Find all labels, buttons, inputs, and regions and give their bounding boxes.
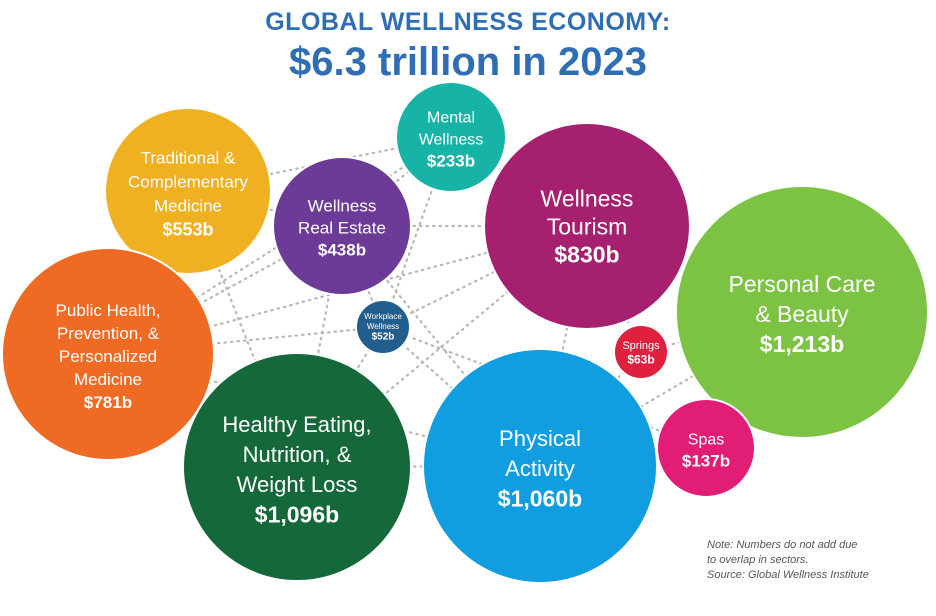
bubble-name-line: Medicine — [154, 196, 222, 215]
bubble-wellness-real-estate: Wellness Real Estate $438b — [272, 156, 412, 296]
bubble-name-line: Real Estate — [298, 218, 386, 237]
bubble-name-line: Personal Care — [728, 271, 875, 297]
bubble-healthy-eating-nutrition-weight-loss: Healthy Eating, Nutrition, & Weight Loss $1… — [182, 352, 412, 582]
bubble-name-line: Wellness — [419, 131, 484, 148]
bubble-value-label: $830b — [554, 242, 619, 268]
bubble-name-line: Tourism — [547, 214, 628, 240]
bubble-value-label: $63b — [627, 352, 654, 366]
bubble-name-line: Healthy Eating, — [222, 412, 371, 437]
bubble-value-label: $1,060b — [498, 485, 582, 511]
bubble-name-line: Physical — [499, 426, 581, 451]
connector-line — [381, 325, 708, 450]
bubble-value-label: $1,213b — [760, 331, 844, 357]
bubble-name-line: Spas — [688, 431, 724, 448]
bubble-value-label: $1,096b — [255, 501, 339, 527]
bubble-name-line: Wellness — [541, 186, 634, 212]
bubble-value-label: $137b — [682, 452, 730, 471]
bubble-springs: Springs$63b — [613, 324, 669, 380]
bubble-name-line: Wellness — [308, 196, 377, 215]
bubble-name-line: Springs — [622, 340, 660, 352]
bubble-spas: Spas $137b — [656, 398, 756, 498]
bubble-name-line: & Beauty — [755, 301, 849, 327]
bubble-name-line: Personalized — [59, 347, 157, 366]
bubble-value-label: $438b — [318, 240, 366, 259]
bubble-name-line: Public Health, — [56, 301, 161, 320]
note-line-1: Note: Numbers do not add due — [707, 539, 858, 551]
bubble-circle-workplace-wellness — [355, 299, 411, 355]
bubble-name-line: Mental — [427, 109, 475, 126]
bubble-name-line: Prevention, & — [57, 324, 160, 343]
bubble-circle-physical-activity — [422, 348, 658, 584]
bubble-name-line: Nutrition, & — [243, 442, 352, 467]
bubble-value-label: $781b — [84, 393, 132, 412]
bubble-physical-activity: Physical Activity $1,060b — [422, 348, 658, 584]
bubble-name-line: Traditional & — [141, 148, 236, 167]
bubble-traditional-complementary-medicine: Traditional & Complementary Medicine $553b — [104, 107, 272, 275]
bubble-circle-healthy-eating-nutrition-weight-loss — [182, 352, 412, 582]
bubble-name-line: Weight Loss — [237, 472, 358, 497]
bubble-mental-wellness: Mental Wellness $233b — [395, 81, 507, 193]
bubble-name-line: Workplace — [364, 312, 402, 321]
bubble-circle-spas — [656, 398, 756, 498]
bubble-value-label: $52b — [372, 332, 395, 343]
bubble-name-line: Activity — [505, 456, 575, 481]
chart-note: Note: Numbers do not add due to overlap … — [707, 538, 927, 583]
bubble-name-line: Wellness — [367, 322, 399, 331]
note-source: Source: Global Wellness Institute — [707, 569, 869, 581]
note-line-2: to overlap in sectors. — [707, 554, 809, 566]
bubble-circle-wellness-real-estate — [272, 156, 412, 296]
bubble-circle-traditional-complementary-medicine — [104, 107, 272, 275]
bubble-circle-wellness-tourism — [483, 122, 691, 330]
bubble-value-label: $553b — [162, 220, 213, 240]
chart-title-line2: $6.3 trillion in 2023 — [289, 40, 647, 84]
bubble-circle-springs — [613, 324, 669, 380]
bubble-group: Traditional & Complementary Medicine $553b W… — [1, 81, 929, 584]
chart-title-line1: GLOBAL WELLNESS ECONOMY: — [265, 8, 671, 36]
bubble-public-health-prevention-personalized-medicine: Public Health, Prevention, & Personalized M… — [1, 247, 215, 461]
bubble-circle-mental-wellness — [395, 81, 507, 193]
bubble-value-label: $233b — [427, 152, 475, 171]
bubble-name-line: Medicine — [74, 370, 142, 389]
bubble-circle-public-health-prevention-personalized-medicine — [1, 247, 215, 461]
bubble-name-line: Complementary — [128, 172, 248, 191]
bubble-circle-personal-care-beauty — [675, 185, 929, 439]
bubble-personal-care-beauty: Personal Care & Beauty $1,213b — [675, 185, 929, 439]
